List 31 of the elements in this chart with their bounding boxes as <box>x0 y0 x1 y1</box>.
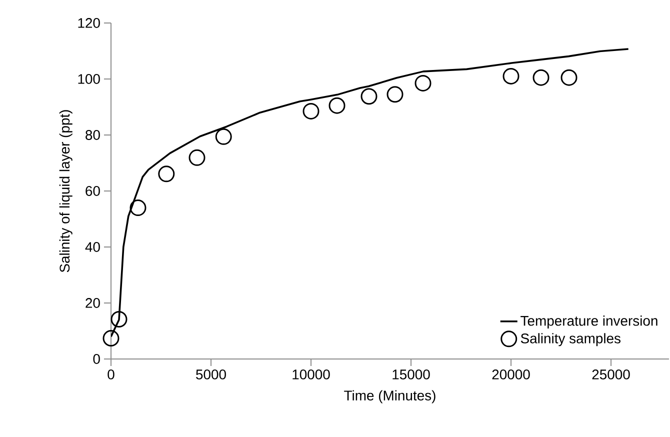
x-tick-label: 20000 <box>492 370 530 380</box>
point <box>560 69 578 86</box>
point <box>110 310 128 328</box>
point <box>502 68 520 84</box>
y-tick-label: 80 <box>86 130 100 140</box>
point <box>188 149 206 166</box>
point <box>102 330 120 347</box>
y-tick-label: 100 <box>78 74 100 84</box>
x-tick-label: 5000 <box>196 370 226 380</box>
legend-label: Salinity samples <box>520 333 620 346</box>
point <box>130 200 146 216</box>
point <box>328 97 346 114</box>
x-tick-label: 15000 <box>392 370 430 380</box>
point <box>532 69 550 86</box>
legend-label: Temperature inversion <box>520 316 658 329</box>
point <box>215 128 232 145</box>
y-tick-label: 20 <box>86 298 100 308</box>
point <box>360 88 378 105</box>
y-tick-label: 0 <box>93 354 100 364</box>
point <box>386 86 404 103</box>
x-tick-label: 10000 <box>292 370 330 380</box>
x-axis-title: Time (Minutes) <box>344 390 436 404</box>
point <box>158 166 175 182</box>
point <box>302 102 320 120</box>
y-axis-title: Salinity of liquid layer (ppt) <box>59 110 72 272</box>
x-tick-label: 0 <box>108 370 114 380</box>
y-tick-label: 60 <box>86 186 100 196</box>
point <box>414 74 432 92</box>
x-tick-label: 25000 <box>592 370 630 380</box>
y-tick-label: 40 <box>85 242 100 252</box>
y-tick-label: 120 <box>78 18 100 28</box>
